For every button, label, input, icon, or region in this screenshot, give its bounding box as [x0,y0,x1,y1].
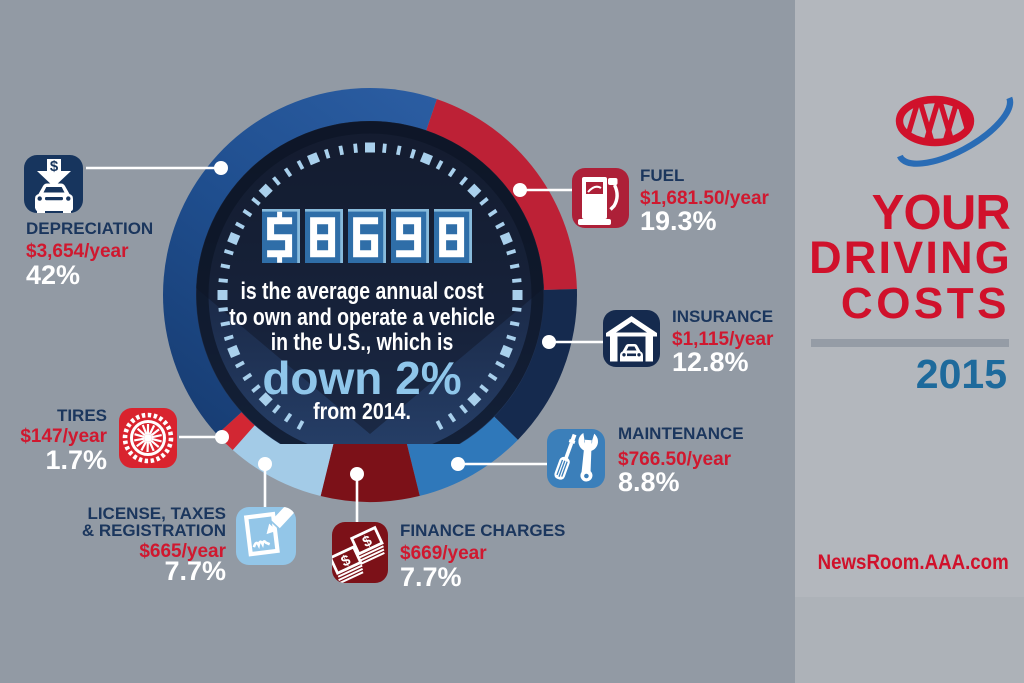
svg-text:$: $ [50,158,59,175]
